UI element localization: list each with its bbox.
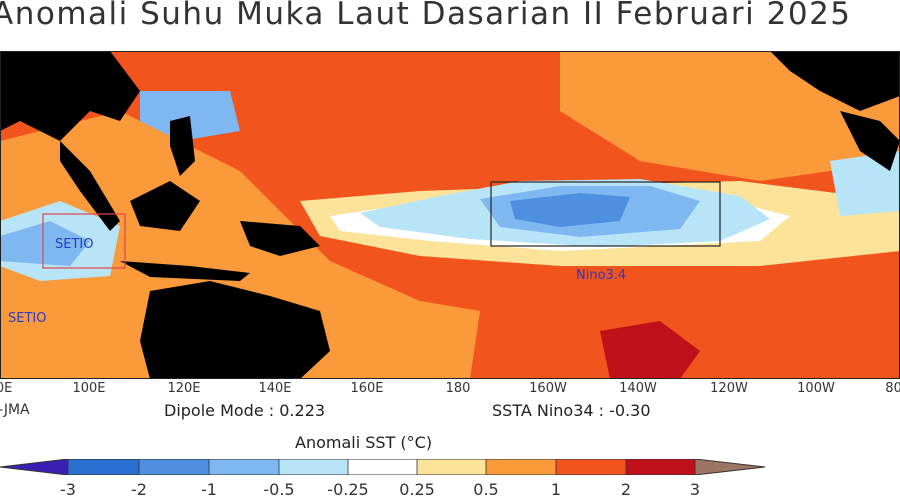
landmass-borneo [130,181,200,231]
colorbar-segment [417,459,486,475]
colorbar [0,459,766,475]
colorbar-outline [0,459,766,475]
colorbar-tick-label: 1 [550,480,562,499]
landmass-new-guinea [240,221,320,256]
lon-tick-label: 160E [350,381,384,396]
colorbar-segment [68,459,139,475]
ssta-nino34-value: SSTA Nino34 : -0.30 [492,401,651,420]
lon-tick-label: 140W [619,381,657,396]
lon-tick-label: 80W [885,381,900,396]
colorbar-tick-label: -1 [201,480,217,499]
landmass-sumatra [60,141,120,231]
colorbar-segment [0,459,68,475]
landmass-north-america [770,51,900,111]
warm-region-west [0,111,480,379]
colorbar-tick-labels: -3 -2 -1 -0.5 -0.25 0.25 0.5 1 2 3 [0,480,900,504]
hot-spot-south [600,321,700,379]
landmass-australia [140,281,330,379]
colorbar-segment [279,459,348,475]
colorbar-segment [626,459,695,475]
lon-tick-label: 140E [258,381,292,396]
lon-tick-label: 100W [797,381,835,396]
landmass-asia [0,51,140,141]
setio-box-label: SETIO [55,237,93,252]
lon-tick-label: 180 [445,381,471,396]
colorbar-segment [486,459,556,475]
colorbar-tick-label: -2 [131,480,147,499]
nino34-box-label: Nino3.4 [576,268,626,283]
colorbar-tick-label: 2 [620,480,632,499]
setio-side-label: SETIO [8,311,46,326]
cool-tongue-center [510,193,630,227]
setio-box [42,213,126,269]
credit-text: -JMA [0,402,30,418]
landmass-java [120,261,250,281]
colorbar-title: Anomali SST (°C) [295,433,433,452]
landmass-philippines [170,116,195,176]
colorbar-tick-label: 0.25 [399,480,435,499]
lon-tick-label: 120W [710,381,748,396]
colorbar-tick-label: 3 [689,480,701,499]
colorbar-segment [139,459,209,475]
sst-anomaly-map: SETIO Nino3.4 SETIO [0,51,900,379]
colorbar-segment [556,459,626,475]
lon-tick-label: 100E [72,381,106,396]
lon-tick-label: 160W [529,381,567,396]
colorbar-tick-label: -0.5 [263,480,295,499]
colorbar-segment [209,459,279,475]
lon-tick-label: 80E [0,381,13,396]
lon-tick-label: 120E [167,381,201,396]
colorbar-tick-label: 0.5 [473,480,499,499]
colorbar-segment [695,459,765,475]
colorbar-tick-label: -3 [60,480,76,499]
longitude-axis: 80E 100E 120E 140E 160E 180 160W 140W 12… [0,381,900,401]
landmass-central-america [840,111,900,171]
cool-region-east [830,151,900,216]
dipole-mode-value: Dipole Mode : 0.223 [164,401,326,420]
nino34-box [490,181,721,247]
colorbar-segment [348,459,417,475]
colorbar-tick-label: -0.25 [327,480,369,499]
map-title: Anomali Suhu Muka Laut Dasarian II Febru… [0,0,852,32]
cool-region-indian-core [0,221,90,266]
